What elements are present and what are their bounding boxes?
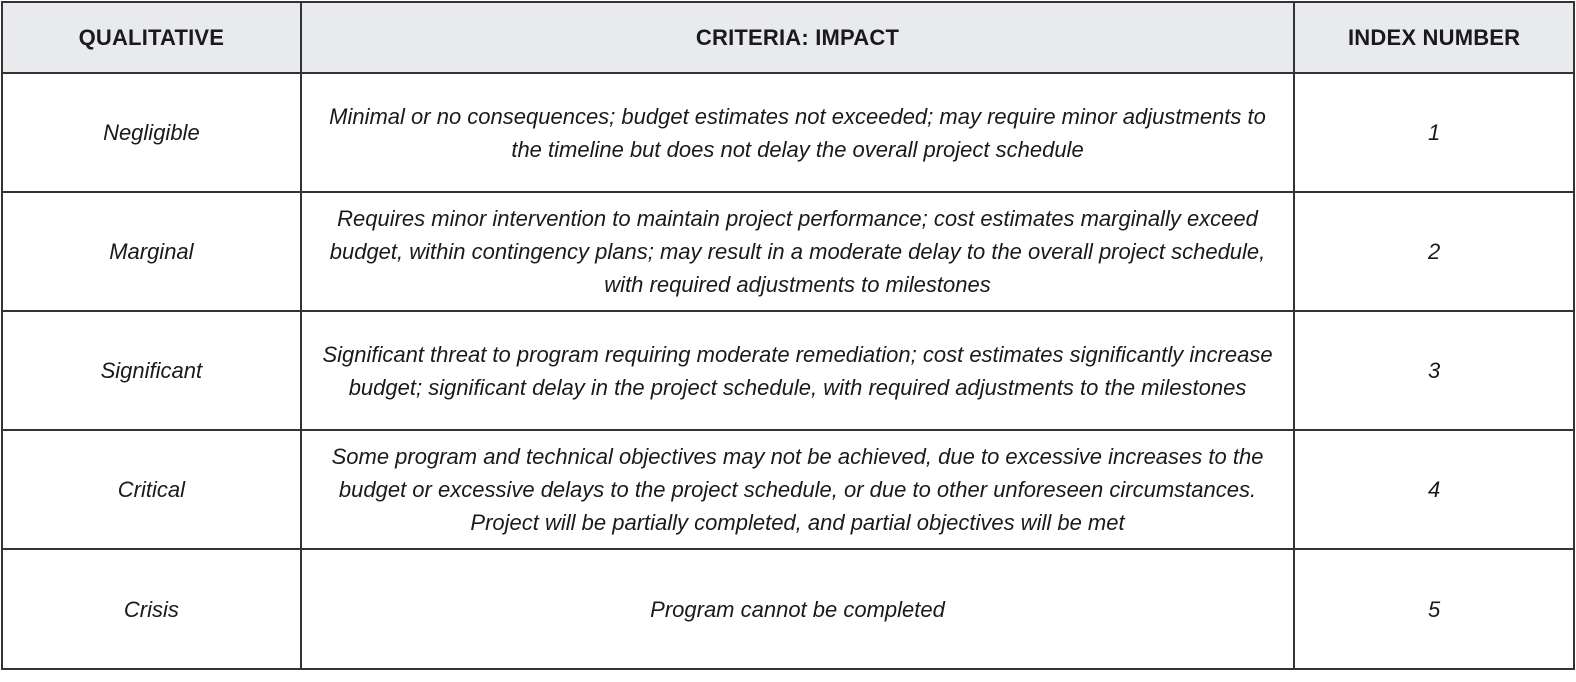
criteria-cell: Program cannot be completed xyxy=(299,548,1296,670)
index-cell: 4 xyxy=(1293,429,1575,550)
criteria-cell: Significant threat to program requiring … xyxy=(299,310,1296,431)
table-row: Negligible Minimal or no consequences; b… xyxy=(1,72,1575,193)
header-criteria-impact: CRITERIA: IMPACT xyxy=(299,1,1296,74)
table-header: QUALITATIVE CRITERIA: IMPACT INDEX NUMBE… xyxy=(1,1,1575,74)
impact-criteria-table: QUALITATIVE CRITERIA: IMPACT INDEX NUMBE… xyxy=(1,1,1575,670)
table-row: Marginal Requires minor intervention to … xyxy=(1,191,1575,312)
index-cell: 1 xyxy=(1293,72,1575,193)
index-cell: 3 xyxy=(1293,310,1575,431)
index-cell: 2 xyxy=(1293,191,1575,312)
table-row: Critical Some program and technical obje… xyxy=(1,429,1575,550)
qualitative-cell: Critical xyxy=(1,429,302,550)
criteria-cell: Some program and technical objectives ma… xyxy=(299,429,1296,550)
header-qualitative: QUALITATIVE xyxy=(1,1,302,74)
table-body: Negligible Minimal or no consequences; b… xyxy=(1,72,1575,670)
qualitative-cell: Crisis xyxy=(1,548,302,670)
header-row: QUALITATIVE CRITERIA: IMPACT INDEX NUMBE… xyxy=(1,1,1575,74)
qualitative-cell: Significant xyxy=(1,310,302,431)
header-index-number: INDEX NUMBER xyxy=(1293,1,1575,74)
table-row: Crisis Program cannot be completed 5 xyxy=(1,548,1575,670)
table-row: Significant Significant threat to progra… xyxy=(1,310,1575,431)
index-cell: 5 xyxy=(1293,548,1575,670)
criteria-cell: Requires minor intervention to maintain … xyxy=(299,191,1296,312)
criteria-cell: Minimal or no consequences; budget estim… xyxy=(299,72,1296,193)
qualitative-cell: Negligible xyxy=(1,72,302,193)
qualitative-cell: Marginal xyxy=(1,191,302,312)
